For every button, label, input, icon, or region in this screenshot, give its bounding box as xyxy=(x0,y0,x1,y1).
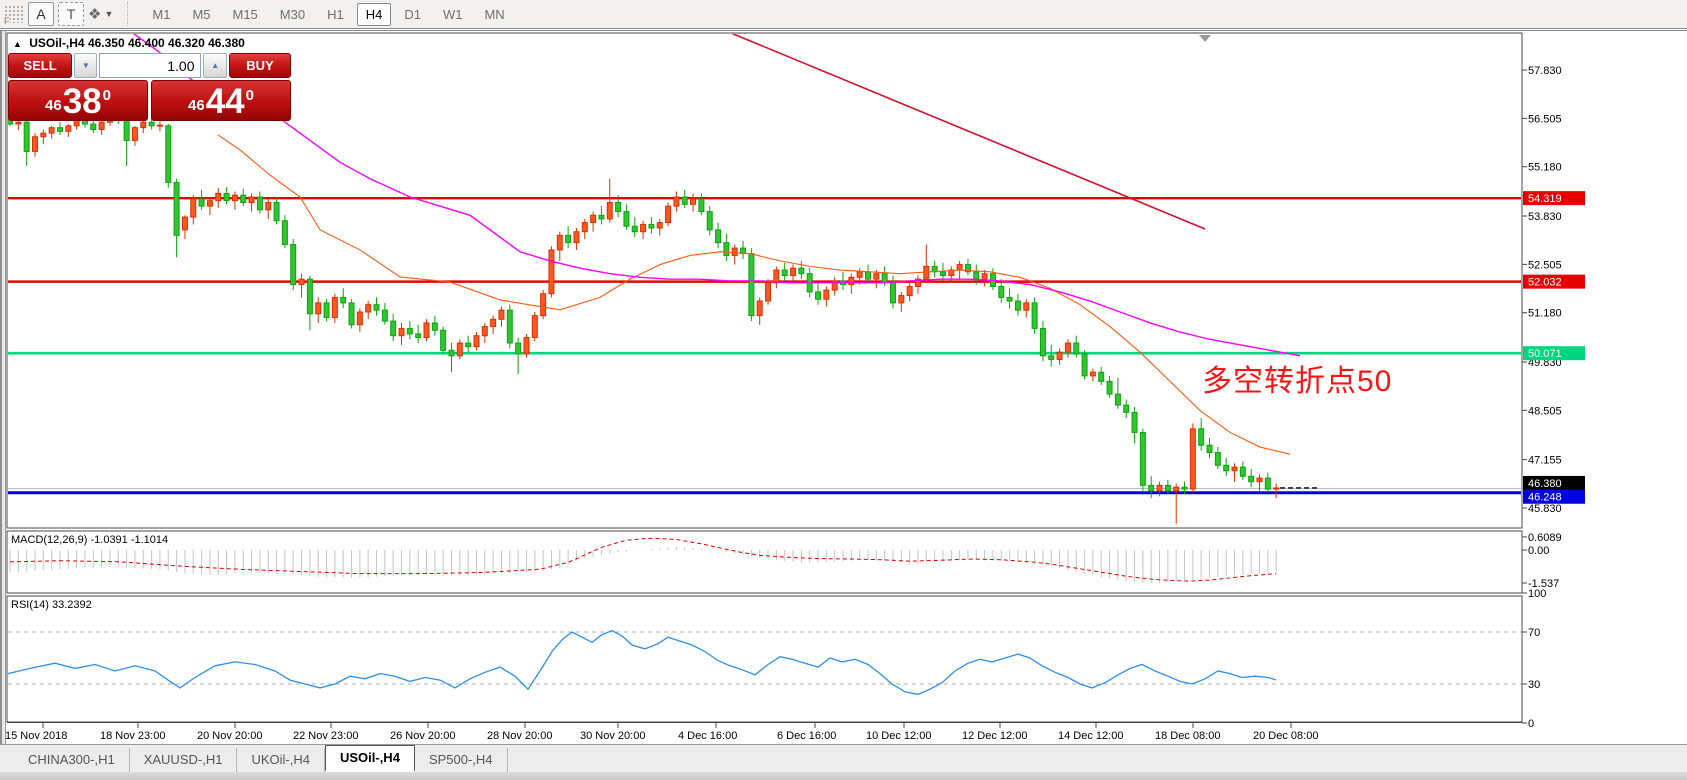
macd-panel xyxy=(9,537,1277,584)
svg-text:55.180: 55.180 xyxy=(1528,162,1562,174)
macd-label: MACD(12,26,9) -1.0391 -1.1014 xyxy=(11,534,168,546)
volume-input[interactable] xyxy=(99,53,202,78)
rsi-name: RSI(14) xyxy=(11,599,49,611)
svg-text:54.319: 54.319 xyxy=(1528,193,1562,205)
svg-text:20 Dec 08:00: 20 Dec 08:00 xyxy=(1253,730,1318,742)
time-axis: 15 Nov 2018 18 Nov 23:00 20 Nov 20:00 22 No… xyxy=(5,722,1522,742)
timeframe-d1[interactable]: D1 xyxy=(404,6,421,22)
timeframe-h4[interactable]: H4 xyxy=(356,2,392,26)
ohlc-low: 46.320 xyxy=(168,36,205,50)
svg-text:45.830: 45.830 xyxy=(1528,503,1562,515)
symbol-arrow-icon: ▲ xyxy=(13,39,22,49)
macd-name: MACD(12,26,9) xyxy=(11,534,88,546)
macd-values: -1.0391 -1.1014 xyxy=(90,534,169,546)
volume-decrease-button[interactable]: ▼ xyxy=(74,53,98,78)
shapes-icon: ❖ xyxy=(88,6,102,23)
svg-text:22 Nov 23:00: 22 Nov 23:00 xyxy=(293,730,358,742)
svg-text:18 Nov 23:00: 18 Nov 23:00 xyxy=(100,730,165,742)
svg-text:28 Nov 20:00: 28 Nov 20:00 xyxy=(487,730,552,742)
sell-price-sup: 0 xyxy=(102,87,111,104)
svg-text:70: 70 xyxy=(1528,627,1540,639)
shapes-dropdown-button[interactable]: ❖ ▼ xyxy=(88,3,113,25)
one-click-trading-panel: SELL ▼ ▲ BUY 46 38 0 46 44 0 xyxy=(8,53,292,121)
symbol-header: ▲ USOil-,H4 46.350 46.400 46.320 46.380 xyxy=(13,36,245,50)
statusbar-strip xyxy=(0,772,1687,780)
volume-increase-button[interactable]: ▲ xyxy=(203,53,227,78)
label-tool-button[interactable]: T xyxy=(58,2,84,26)
svg-text:50.071: 50.071 xyxy=(1528,348,1562,360)
buy-price-sup: 0 xyxy=(245,87,254,104)
chevron-down-icon: ▼ xyxy=(104,9,114,19)
sell-price-prefix: 46 xyxy=(45,97,62,114)
svg-text:57.830: 57.830 xyxy=(1528,65,1562,77)
svg-text:12 Dec 12:00: 12 Dec 12:00 xyxy=(962,730,1027,742)
buy-price-prefix: 46 xyxy=(188,97,205,114)
sell-button[interactable]: SELL xyxy=(8,53,73,78)
tab-sp500-h4[interactable]: SP500-,H4 xyxy=(415,748,508,772)
buy-button[interactable]: BUY xyxy=(228,53,292,78)
ohlc-high: 46.400 xyxy=(128,36,165,50)
buy-price-big: 44 xyxy=(205,81,245,121)
svg-text:0.00: 0.00 xyxy=(1528,545,1549,557)
chart-tabbar: CHINA300-,H1 XAUUSD-,H1 UKOil-,H4 USOil-… xyxy=(0,744,1687,772)
svg-text:100: 100 xyxy=(1528,588,1546,600)
price-axis: 57.83056.50555.18053.83052.50551.18049.8… xyxy=(1522,65,1585,730)
svg-text:46.248: 46.248 xyxy=(1528,492,1562,504)
sell-price-quote[interactable]: 46 38 0 xyxy=(8,80,148,121)
chart-text-annotation: 多空转折点50 xyxy=(1202,365,1393,398)
arrow-up-icon: ▲ xyxy=(211,61,220,70)
svg-text:0.6089: 0.6089 xyxy=(1528,532,1562,544)
text-tool-button[interactable]: A xyxy=(28,2,54,26)
svg-text:52.032: 52.032 xyxy=(1528,277,1562,289)
timeframe-mn[interactable]: MN xyxy=(484,6,505,22)
svg-text:52.505: 52.505 xyxy=(1528,259,1562,271)
svg-text:30: 30 xyxy=(1528,679,1540,691)
ohlc-close: 46.380 xyxy=(208,36,245,50)
svg-text:46.380: 46.380 xyxy=(1528,478,1562,490)
svg-text:26 Nov 20:00: 26 Nov 20:00 xyxy=(390,730,455,742)
svg-text:-1.537: -1.537 xyxy=(1528,578,1559,590)
tab-ukoil-h4[interactable]: UKOil-,H4 xyxy=(237,748,325,772)
arrow-down-icon: ▼ xyxy=(81,61,90,70)
tab-usoil-h4[interactable]: USOil-,H4 xyxy=(324,745,415,772)
svg-text:4 Dec 16:00: 4 Dec 16:00 xyxy=(678,730,737,742)
timeframe-m15[interactable]: M15 xyxy=(232,6,258,22)
svg-text:14 Dec 12:00: 14 Dec 12:00 xyxy=(1058,730,1123,742)
rsi-panel xyxy=(7,629,1521,696)
svg-text:56.505: 56.505 xyxy=(1528,113,1562,125)
indicator-grip-icon[interactable]: F xyxy=(4,5,24,26)
svg-text:6 Dec 16:00: 6 Dec 16:00 xyxy=(777,730,836,742)
svg-text:15 Nov 2018: 15 Nov 2018 xyxy=(5,730,67,742)
svg-text:0: 0 xyxy=(1528,718,1534,730)
svg-text:47.155: 47.155 xyxy=(1528,455,1562,467)
timeframe-w1[interactable]: W1 xyxy=(442,6,463,22)
svg-text:18 Dec 08:00: 18 Dec 08:00 xyxy=(1155,730,1220,742)
timeframe-m1[interactable]: M1 xyxy=(152,6,171,22)
rsi-label: RSI(14) 33.2392 xyxy=(11,599,92,611)
window-left-border xyxy=(0,30,6,770)
svg-text:53.830: 53.830 xyxy=(1528,211,1562,223)
buy-price-quote[interactable]: 46 44 0 xyxy=(151,80,291,121)
autoscroll-marker-icon xyxy=(1199,35,1211,42)
rsi-value: 33.2392 xyxy=(51,599,92,611)
svg-text:30 Nov 20:00: 30 Nov 20:00 xyxy=(580,730,645,742)
sell-price-big: 38 xyxy=(62,81,102,121)
main-plot xyxy=(8,34,1521,524)
svg-text:51.180: 51.180 xyxy=(1528,308,1562,320)
timeframe-m30[interactable]: M30 xyxy=(279,6,306,22)
timeframe-m5[interactable]: M5 xyxy=(192,6,211,22)
svg-text:10 Dec 12:00: 10 Dec 12:00 xyxy=(866,730,931,742)
tab-china300-h1[interactable]: CHINA300-,H1 xyxy=(14,748,130,772)
top-toolbar: F A T ❖ ▼ M1 M5 M15 M30 H1 H4 D1 W1 MN xyxy=(0,0,1687,29)
svg-text:48.505: 48.505 xyxy=(1528,405,1562,417)
toolbar-separator xyxy=(127,2,133,26)
tab-xauusd-h1[interactable]: XAUUSD-,H1 xyxy=(130,748,238,772)
timeframe-h1[interactable]: H1 xyxy=(327,6,344,22)
symbol-name: USOil-,H4 xyxy=(29,36,85,50)
svg-text:20 Nov 20:00: 20 Nov 20:00 xyxy=(197,730,262,742)
ohlc-open: 46.350 xyxy=(87,36,125,50)
